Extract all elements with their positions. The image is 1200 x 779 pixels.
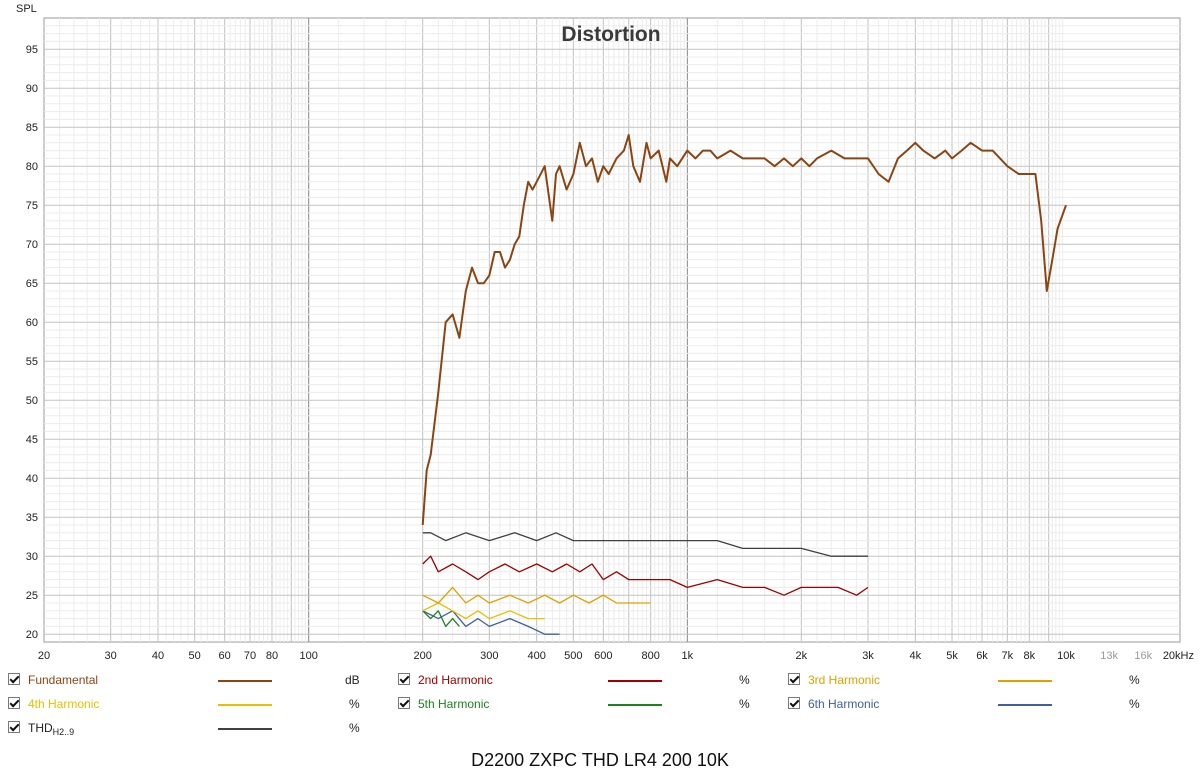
legend: Fundamental dB 2nd Harmonic % 3rd Harmon… [0, 668, 1200, 740]
y-tick-label: 95 [26, 44, 38, 56]
y-tick-label: 60 [26, 317, 38, 329]
legend-item-6th-harmonic[interactable]: 6th Harmonic % [788, 694, 1148, 714]
x-tick-label: 50 [189, 650, 201, 662]
legend-label: 3rd Harmonic [808, 673, 881, 687]
y-tick-label: 20 [26, 629, 38, 641]
legend-swatch [998, 704, 1052, 706]
legend-swatch [218, 704, 272, 706]
series-line-5th-harmonic [422, 610, 460, 628]
legend-swatch [218, 680, 272, 682]
legend-label: 6th Harmonic [808, 697, 880, 711]
legend-label: 4th Harmonic [28, 697, 100, 711]
legend-unit: % [349, 721, 360, 735]
x-tick-label: 30 [105, 650, 117, 662]
x-tick-label: 2k [796, 650, 808, 662]
legend-label: Fundamental [28, 673, 99, 687]
y-tick-label: 80 [26, 161, 38, 173]
x-tick-label: 16k [1134, 650, 1152, 662]
series-line-thd [422, 532, 868, 557]
x-tick-label: 3k [862, 650, 874, 662]
x-tick-label: 6k [976, 650, 988, 662]
series-line-6th-harmonic [422, 610, 560, 635]
legend-checkbox-4th-harmonic[interactable] [8, 697, 20, 709]
chart-grid [43, 17, 1181, 643]
x-tick-label: 100 [299, 650, 317, 662]
x-tick-label: 80 [266, 650, 278, 662]
legend-unit: % [739, 673, 750, 687]
x-tick-label: 10k [1057, 650, 1075, 662]
legend-checkbox-5th-harmonic[interactable] [398, 697, 410, 709]
y-axis-label: SPL [16, 3, 37, 15]
chart-axes: 20 25 30 35 40 45 50 55 60 65 70 75 80 85 90 95 20 30 40 50… [26, 44, 1194, 662]
x-tick-label: 600 [594, 650, 612, 662]
y-tick-label: 50 [26, 395, 38, 407]
legend-thd-name: THD [28, 721, 53, 735]
legend-item-3rd-harmonic[interactable]: 3rd Harmonic % [788, 670, 1148, 690]
x-tick-label: 20kHz [1163, 650, 1194, 662]
legend-checkbox-thd[interactable] [8, 721, 20, 733]
legend-item-thd[interactable]: THDH2..9 % [8, 718, 368, 738]
legend-unit: % [739, 697, 750, 711]
legend-label: THDH2..9 [28, 718, 74, 742]
series-line-4th-harmonic [422, 602, 545, 620]
x-tick-label: 7k [1002, 650, 1014, 662]
legend-checkbox-fundamental[interactable] [8, 673, 20, 685]
x-tick-label: 70 [244, 650, 256, 662]
x-tick-label: 400 [527, 650, 545, 662]
x-tick-label: 13k [1100, 650, 1118, 662]
chart-title: Distortion [561, 23, 660, 46]
legend-checkbox-3rd-harmonic[interactable] [788, 673, 800, 685]
legend-swatch [998, 680, 1052, 682]
x-tick-label: 40 [152, 650, 164, 662]
x-tick-label: 4k [910, 650, 922, 662]
legend-checkbox-2nd-harmonic[interactable] [398, 673, 410, 685]
legend-item-4th-harmonic[interactable]: 4th Harmonic % [8, 694, 368, 714]
legend-label: 2nd Harmonic [418, 673, 493, 687]
legend-label: 5th Harmonic [418, 697, 490, 711]
x-tick-label: 800 [641, 650, 659, 662]
series-layer [421, 134, 1067, 635]
series-line-2nd-harmonic [422, 555, 869, 596]
y-tick-label: 30 [26, 551, 38, 563]
legend-unit: % [349, 697, 360, 711]
y-tick-label: 90 [26, 83, 38, 95]
legend-unit: % [1129, 697, 1140, 711]
x-tick-label: 500 [564, 650, 582, 662]
legend-swatch [218, 728, 272, 730]
y-tick-label: 85 [26, 122, 38, 134]
distortion-chart: 20 25 30 35 40 45 50 55 60 65 70 75 80 85 90 95 20 30 40 50… [16, 3, 1194, 662]
y-tick-label: 25 [26, 590, 38, 602]
legend-swatch [608, 680, 662, 682]
legend-unit: % [1129, 673, 1140, 687]
x-tick-label: 60 [219, 650, 231, 662]
x-tick-label: 20 [38, 650, 50, 662]
y-tick-label: 70 [26, 239, 38, 251]
y-tick-label: 40 [26, 473, 38, 485]
x-tick-label: 300 [480, 650, 498, 662]
legend-item-fundamental[interactable]: Fundamental dB [8, 670, 368, 690]
x-tick-label: 8k [1024, 650, 1036, 662]
x-tick-label: 200 [413, 650, 431, 662]
legend-thd-subscript: H2..9 [52, 727, 75, 737]
legend-swatch [608, 704, 662, 706]
series-line-fundamental [421, 134, 1067, 526]
y-tick-label: 45 [26, 434, 38, 446]
legend-unit: dB [345, 673, 360, 687]
series-line-3rd-harmonic [422, 586, 651, 604]
chart-caption: D2200 ZXPC THD LR4 200 10K [471, 750, 729, 770]
x-tick-label: 1k [682, 650, 694, 662]
legend-item-2nd-harmonic[interactable]: 2nd Harmonic % [398, 670, 758, 690]
y-tick-label: 75 [26, 200, 38, 212]
y-tick-label: 65 [26, 278, 38, 290]
x-tick-label: 5k [946, 650, 958, 662]
legend-checkbox-6th-harmonic[interactable] [788, 697, 800, 709]
legend-item-5th-harmonic[interactable]: 5th Harmonic % [398, 694, 758, 714]
y-tick-label: 55 [26, 356, 38, 368]
y-tick-label: 35 [26, 512, 38, 524]
